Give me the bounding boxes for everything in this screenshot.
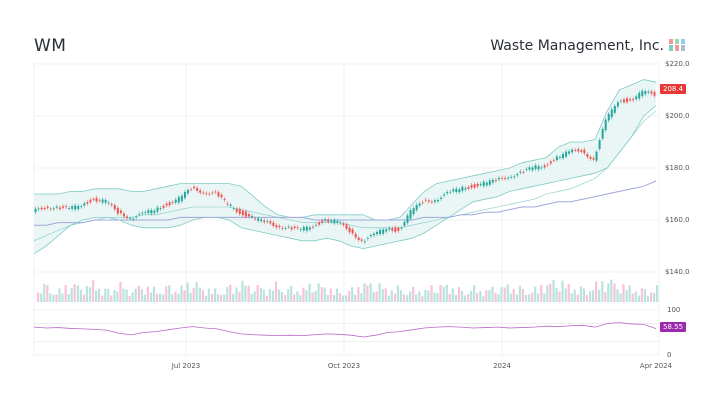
company-name: Waste Management, Inc. [490,38,664,54]
y-tick-160: $160.0 [665,216,690,224]
y-tick-220: $220.0 [665,60,690,68]
company-logo-icon [669,39,685,51]
y-tick-200: $200.0 [665,112,690,120]
x-tick-oct-2023: Oct 2023 [327,362,361,370]
last-rsi-badge: 58.55 [660,322,687,332]
x-tick-jul-2023: Jul 2023 [171,362,201,370]
rsi-tick-100: 100 [667,306,681,314]
rsi-tick-0: 0 [667,351,672,359]
y-tick-140: $140.0 [665,268,690,276]
ticker-symbol: WM [34,36,67,56]
x-tick-apr-2024: Apr 2024 [639,362,673,370]
y-tick-180: $180.0 [665,164,690,172]
x-tick-2024: 2024 [493,362,511,370]
last-price-badge: 208.4 [660,84,687,94]
